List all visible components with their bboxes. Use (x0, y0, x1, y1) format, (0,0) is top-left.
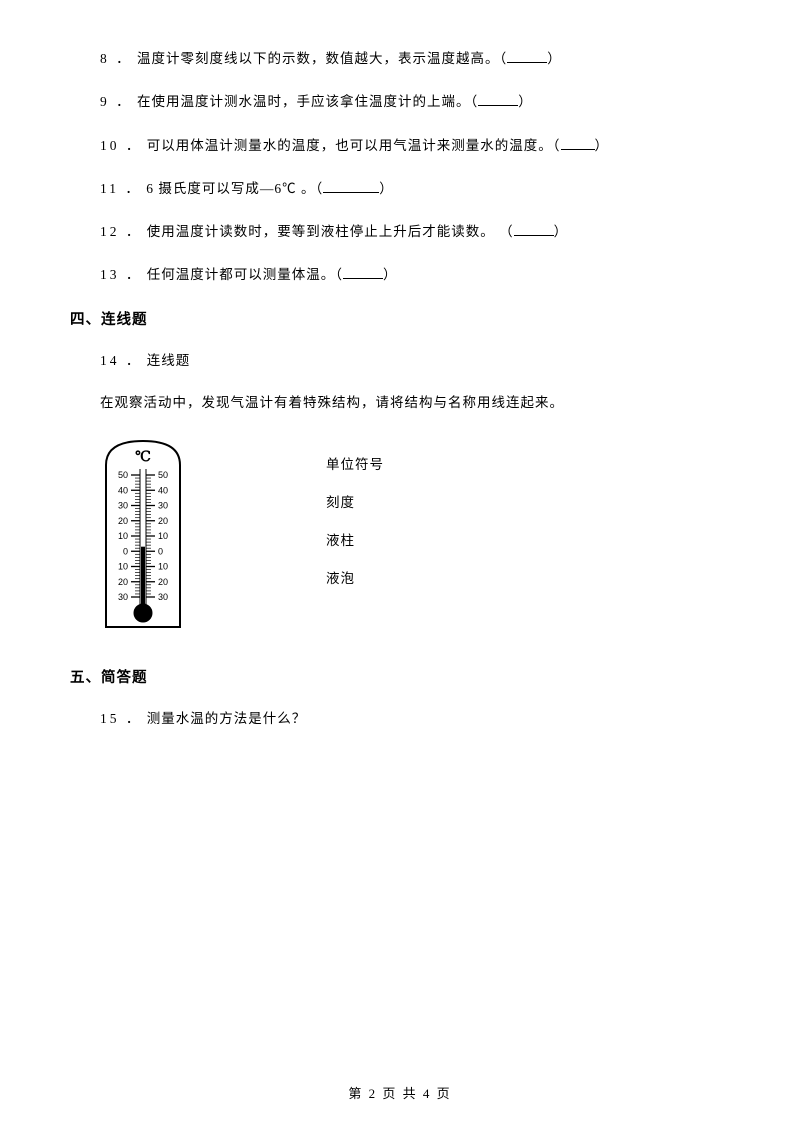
question-number: 9 ． (100, 94, 133, 109)
question-15: 15 ． 测量水温的方法是什么？ (70, 709, 730, 729)
question-number: 13 ． (100, 267, 142, 282)
question-number: 10 ． (100, 138, 142, 153)
question-number: 8 ． (100, 51, 133, 66)
svg-text:40: 40 (118, 485, 128, 495)
svg-text:50: 50 (158, 470, 168, 480)
answer-blank[interactable] (507, 48, 547, 63)
svg-text:30: 30 (158, 592, 168, 602)
question-text: 使用温度计读数时，要等到液柱停止上升后才能读数。 （ (147, 224, 514, 239)
question-number: 14 ． (100, 353, 142, 368)
question-close: ） (518, 94, 533, 109)
question-14-intro: 在观察活动中，发现气温计有着特殊结构，请将结构与名称用线连起来。 (70, 393, 730, 413)
question-close: ） (595, 138, 610, 153)
match-label-list: 单位符号 刻度 液柱 液泡 (326, 437, 384, 605)
svg-text:10: 10 (158, 531, 168, 541)
section-4-heading: 四、连线题 (70, 308, 730, 329)
answer-blank[interactable] (514, 221, 554, 236)
question-close: ） (554, 224, 569, 239)
svg-text:0: 0 (123, 546, 128, 556)
question-text: 连线题 (147, 353, 191, 368)
match-label-bulb: 液泡 (326, 567, 384, 587)
question-14: 14 ． 连线题 (70, 351, 730, 371)
question-13: 13 ． 任何温度计都可以测量体温。（ ） (70, 264, 730, 285)
svg-text:30: 30 (158, 501, 168, 511)
question-12: 12 ． 使用温度计读数时，要等到液柱停止上升后才能读数。 （ ） (70, 221, 730, 242)
thermometer-svg: ℃ 50 50 40 40 30 30 20 20 10 10 0 0 10 10 20 20 30 30 (100, 437, 186, 633)
question-text: 可以用体温计测量水的温度，也可以用气温计来测量水的温度。（ (147, 138, 561, 153)
question-text: 测量水温的方法是什么？ (147, 711, 307, 726)
svg-text:20: 20 (118, 577, 128, 587)
svg-text:50: 50 (118, 470, 128, 480)
thermometer-diagram: ℃ 50 50 40 40 30 30 20 20 10 10 0 0 10 10 20 20 30 30 (100, 437, 186, 638)
matching-exercise: ℃ 50 50 40 40 30 30 20 20 10 10 0 0 10 10 20 20 30 30 单位符号… (70, 437, 730, 638)
question-close: ） (547, 51, 562, 66)
question-number: 15 ． (100, 711, 142, 726)
svg-text:20: 20 (118, 516, 128, 526)
svg-text:10: 10 (118, 562, 128, 572)
footer-total: 4 (423, 1086, 432, 1101)
svg-text:10: 10 (118, 531, 128, 541)
svg-text:20: 20 (158, 516, 168, 526)
question-9: 9 ． 在使用温度计测水温时，手应该拿住温度计的上端。（ ） (70, 91, 730, 112)
question-close: ） (379, 181, 394, 196)
svg-text:10: 10 (158, 562, 168, 572)
footer-prefix: 第 (348, 1086, 363, 1101)
answer-blank[interactable] (323, 178, 379, 193)
svg-text:0: 0 (158, 546, 163, 556)
question-text: 温度计零刻度线以下的示数，数值越大，表示温度越高。（ (137, 51, 507, 66)
question-number: 11 ． (100, 181, 142, 196)
svg-text:40: 40 (158, 485, 168, 495)
question-text: 任何温度计都可以测量体温。（ (147, 267, 343, 282)
question-11: 11 ． 6 摄氏度可以写成—6℃ 。（ ） (70, 178, 730, 199)
match-label-scale: 刻度 (326, 491, 384, 511)
footer-mid: 页 共 (382, 1086, 417, 1101)
page-footer: 第 2 页 共 4 页 (0, 1083, 800, 1102)
svg-text:℃: ℃ (135, 450, 151, 465)
svg-text:30: 30 (118, 592, 128, 602)
answer-blank[interactable] (478, 91, 518, 106)
question-close: ） (383, 267, 398, 282)
question-text: 在使用温度计测水温时，手应该拿住温度计的上端。（ (137, 94, 478, 109)
footer-suffix: 页 (437, 1086, 452, 1101)
match-label-unit: 单位符号 (326, 453, 384, 473)
answer-blank[interactable] (343, 264, 383, 279)
question-number: 12 ． (100, 224, 142, 239)
question-10: 10 ． 可以用体温计测量水的温度，也可以用气温计来测量水的温度。（ ） (70, 135, 730, 156)
question-text: 6 摄氏度可以写成—6℃ 。（ (146, 181, 323, 196)
svg-text:20: 20 (158, 577, 168, 587)
match-label-column: 液柱 (326, 529, 384, 549)
footer-page: 2 (369, 1086, 378, 1101)
section-5-heading: 五、简答题 (70, 666, 730, 687)
question-8: 8 ． 温度计零刻度线以下的示数，数值越大，表示温度越高。（ ） (70, 48, 730, 69)
svg-text:30: 30 (118, 501, 128, 511)
answer-blank[interactable] (561, 135, 595, 150)
